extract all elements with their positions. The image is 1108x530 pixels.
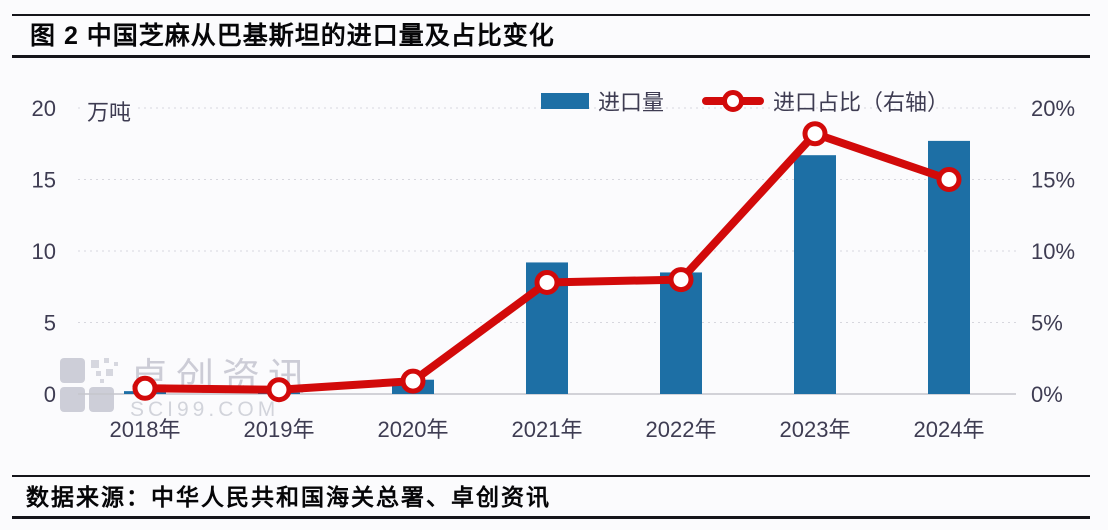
line-marker-2023年	[802, 121, 828, 147]
right-axis-tick: 5%	[1031, 311, 1063, 336]
legend-item-import-share: 进口占比（右轴）	[702, 85, 949, 117]
line-marker-2019年	[266, 377, 292, 403]
bottom-rule	[12, 516, 1090, 519]
legend-label: 进口占比（右轴）	[773, 90, 950, 115]
line-marker-2018年	[132, 375, 158, 401]
bar-swatch-icon	[541, 93, 589, 109]
bar-2022年	[660, 272, 702, 394]
right-axis-tick: 15%	[1031, 168, 1075, 193]
left-axis-tick: 10	[32, 239, 56, 264]
figure-title: 图 2 中国芝麻从巴基斯坦的进口量及占比变化	[30, 22, 555, 50]
data-source-text: 数据来源：中华人民共和国海关总署、卓创资讯	[26, 484, 551, 510]
x-axis-label: 2024年	[914, 417, 985, 442]
right-axis-tick: 0%	[1031, 382, 1063, 407]
line-marker-2021年	[534, 269, 560, 295]
bar-2023年	[794, 155, 836, 394]
line-marker-2022年	[668, 267, 694, 293]
watermark-domain: SCI99.COM	[130, 398, 280, 421]
x-axis-label: 2019年	[244, 417, 315, 442]
right-axis-tick: 10%	[1031, 239, 1075, 264]
source-divider-rule	[12, 475, 1090, 477]
x-axis-label: 2021年	[512, 417, 583, 442]
left-axis-tick: 0	[44, 382, 56, 407]
top-rule	[12, 14, 1090, 16]
left-axis-tick: 20	[32, 96, 56, 121]
left-axis-unit-label: 万吨	[84, 95, 135, 127]
right-axis-tick: 20%	[1031, 96, 1075, 121]
x-axis-label: 2020年	[378, 417, 449, 442]
x-axis-label: 2022年	[646, 417, 717, 442]
x-axis-label: 2018年	[110, 417, 181, 442]
legend-item-import-volume: 进口量	[541, 85, 664, 117]
title-divider-rule	[12, 55, 1090, 58]
x-axis-label: 2023年	[780, 417, 851, 442]
left-axis-tick: 15	[32, 168, 56, 193]
line-marker-2024年	[936, 167, 962, 192]
left-axis-tick: 5	[44, 311, 56, 336]
combo-chart-plot: 0 0% 5 5% 10 10% 15 15% 20 20% 2018年 2019年 2020年 2021…	[32, 96, 1076, 442]
legend-label: 进口量	[598, 90, 665, 115]
line-marker-swatch-icon	[702, 90, 765, 112]
line-marker-2020年	[400, 368, 426, 394]
chart-legend: 进口量 进口占比（右轴）	[541, 85, 949, 117]
